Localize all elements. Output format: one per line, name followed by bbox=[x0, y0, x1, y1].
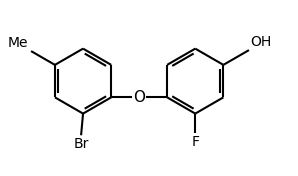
Text: F: F bbox=[191, 135, 199, 149]
Text: Br: Br bbox=[73, 137, 89, 151]
Text: Me: Me bbox=[8, 36, 28, 50]
Text: O: O bbox=[133, 90, 145, 105]
Text: OH: OH bbox=[250, 35, 271, 49]
